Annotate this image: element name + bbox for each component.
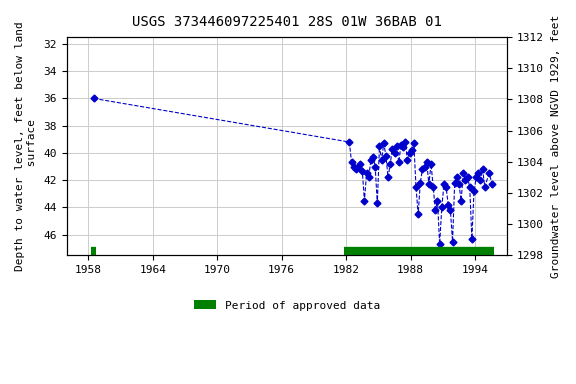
Y-axis label: Depth to water level, feet below land
 surface: Depth to water level, feet below land su… [15,21,37,271]
Legend: Period of approved data: Period of approved data [190,296,385,315]
Y-axis label: Groundwater level above NGVD 1929, feet: Groundwater level above NGVD 1929, feet [551,15,561,278]
Title: USGS 373446097225401 28S 01W 36BAB 01: USGS 373446097225401 28S 01W 36BAB 01 [132,15,442,29]
